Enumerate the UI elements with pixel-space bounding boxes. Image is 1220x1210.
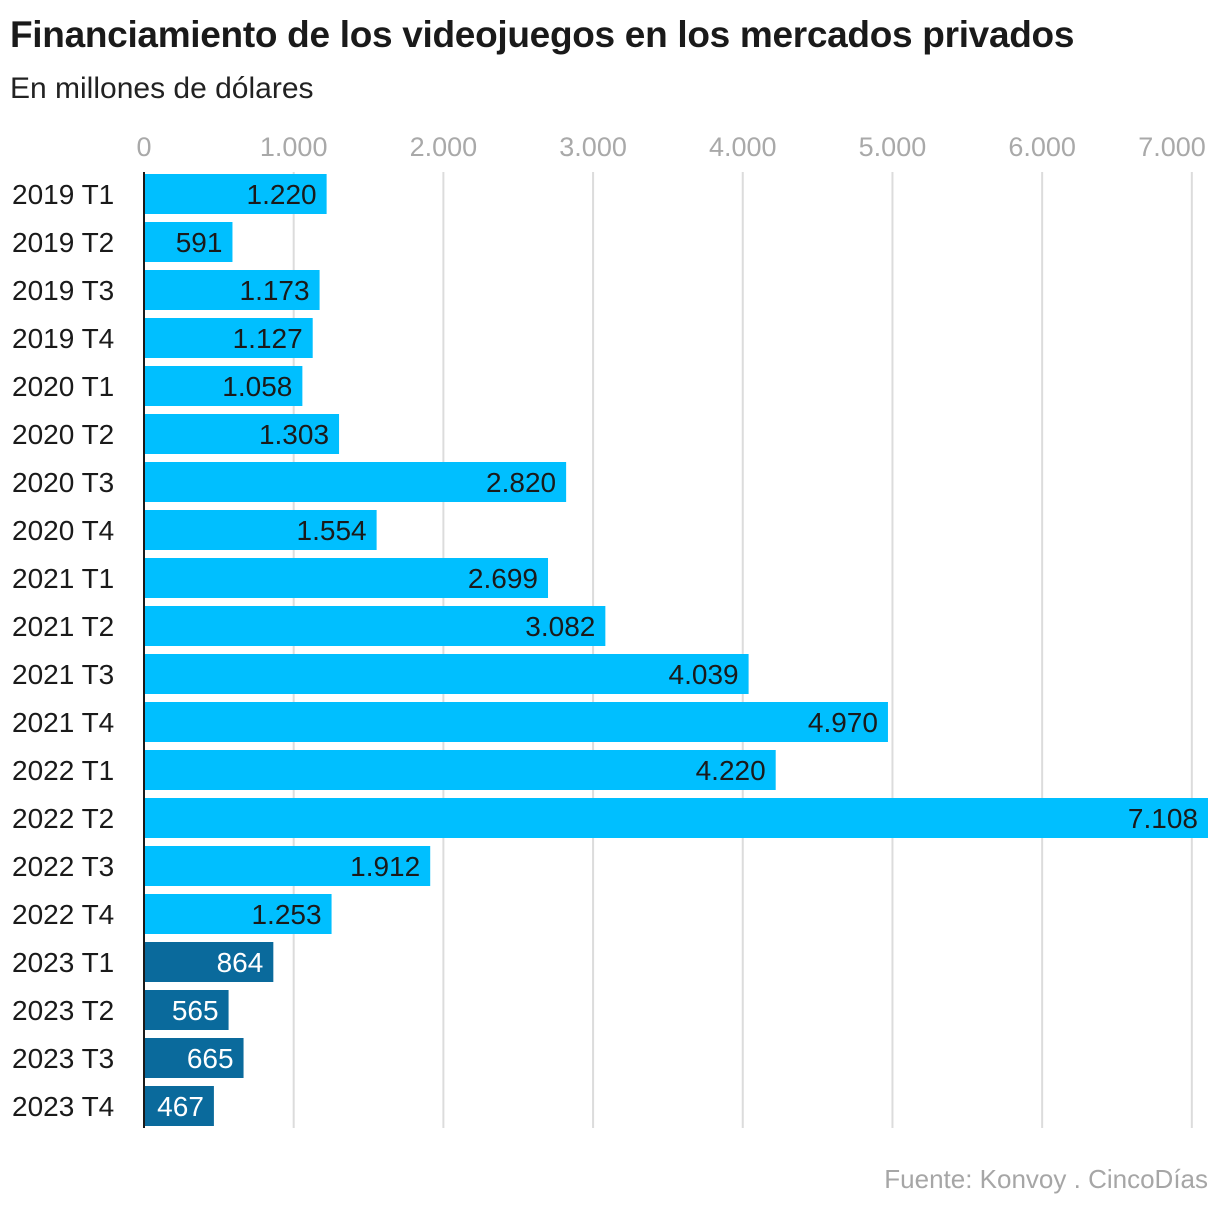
bar [144, 702, 888, 742]
value-label: 2.820 [486, 467, 556, 498]
category-label: 2020 T2 [12, 419, 114, 450]
category-label: 2021 T3 [12, 659, 114, 690]
category-labels: 2019 T1 2019 T2 2019 T3 2019 T4 2020 T1 2020 … [12, 179, 114, 1122]
value-label: 1.554 [297, 515, 367, 546]
value-label: 591 [176, 227, 223, 258]
value-label: 1.253 [251, 899, 321, 930]
bar [144, 174, 327, 214]
chart-title: Financiamiento de los videojuegos en los… [10, 14, 1075, 55]
x-tick-label: 0 [136, 132, 151, 162]
value-label: 467 [157, 1091, 204, 1122]
x-tick-label: 1.000 [260, 132, 328, 162]
category-label: 2022 T3 [12, 851, 114, 882]
bar [144, 1086, 214, 1126]
bar [144, 414, 340, 454]
value-label: 665 [187, 1043, 234, 1074]
category-label: 2021 T4 [12, 707, 114, 738]
category-label: 2019 T2 [12, 227, 114, 258]
bar [144, 462, 567, 502]
value-label: 3.082 [525, 611, 595, 642]
category-label: 2023 T1 [12, 947, 114, 978]
chart-subtitle: En millones de dólares [10, 72, 314, 105]
category-label: 2020 T1 [12, 371, 114, 402]
category-label: 2019 T3 [12, 275, 114, 306]
bar [144, 654, 749, 694]
x-axis-ticks: 0 1.000 2.000 3.000 4.000 5.000 6.000 7.000 [136, 132, 1205, 162]
category-label: 2022 T2 [12, 803, 114, 834]
source-note: Fuente: Konvoy . CincoDías [884, 1164, 1208, 1194]
x-tick-label: 4.000 [709, 132, 777, 162]
category-label: 2021 T2 [12, 611, 114, 642]
value-label: 1.173 [240, 275, 310, 306]
category-label: 2020 T3 [12, 467, 114, 498]
value-label: 4.970 [808, 707, 878, 738]
value-label: 2.699 [468, 563, 538, 594]
value-label: 1.127 [233, 323, 303, 354]
category-label: 2019 T1 [12, 179, 114, 210]
category-label: 2020 T4 [12, 515, 114, 546]
bar [144, 318, 313, 358]
category-label: 2023 T2 [12, 995, 114, 1026]
bar [144, 510, 377, 550]
x-tick-label: 3.000 [559, 132, 627, 162]
bar [144, 750, 776, 790]
bar [144, 990, 229, 1030]
value-label: 4.220 [696, 755, 766, 786]
category-label: 2023 T3 [12, 1043, 114, 1074]
bar [144, 894, 332, 934]
category-label: 2021 T1 [12, 563, 114, 594]
bar [144, 1038, 244, 1078]
value-label: 864 [217, 947, 264, 978]
bar [144, 366, 303, 406]
bars [144, 174, 1208, 1126]
value-label: 1.303 [259, 419, 329, 450]
category-label: 2023 T4 [12, 1091, 114, 1122]
x-tick-label: 7.000 [1138, 132, 1206, 162]
value-label: 565 [172, 995, 219, 1026]
value-label: 1.058 [222, 371, 292, 402]
bar-chart: 0 1.000 2.000 3.000 4.000 5.000 6.000 7.000 201… [12, 132, 1208, 1128]
bar [144, 798, 1208, 838]
bar [144, 270, 320, 310]
bar [144, 222, 233, 262]
category-label: 2022 T1 [12, 755, 114, 786]
x-tick-label: 5.000 [859, 132, 927, 162]
category-label: 2022 T4 [12, 899, 114, 930]
bar [144, 558, 549, 598]
value-label: 1.220 [247, 179, 317, 210]
value-labels: 1.220 591 1.173 1.127 1.058 1.303 2.820 1.554 2.… [157, 179, 1198, 1122]
value-label: 7.108 [1128, 803, 1198, 834]
value-label: 4.039 [669, 659, 739, 690]
gridlines [292, 172, 1193, 1128]
bar [144, 606, 606, 646]
bar [144, 942, 274, 982]
category-label: 2019 T4 [12, 323, 114, 354]
bar [144, 846, 431, 886]
value-label: 1.912 [350, 851, 420, 882]
x-tick-label: 2.000 [410, 132, 478, 162]
x-tick-label: 6.000 [1008, 132, 1076, 162]
